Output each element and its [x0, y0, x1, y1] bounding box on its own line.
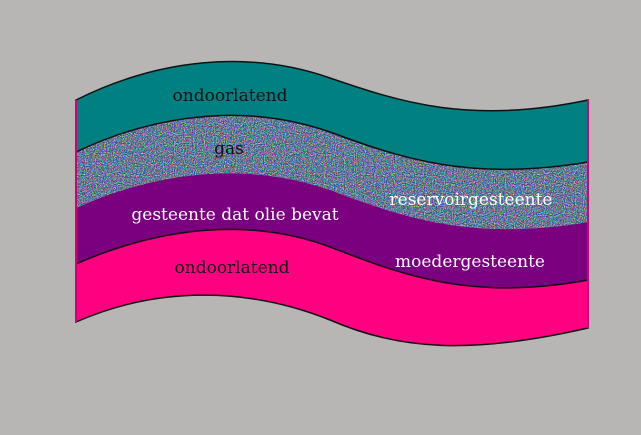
layer-gas-reservoir	[76, 113, 588, 230]
label-reservoir: reservoirgesteente	[390, 190, 553, 210]
label-top-seal: ondoorlatend	[173, 86, 288, 106]
label-gas: gas	[214, 139, 244, 159]
label-source-rock: moedergesteente	[395, 252, 545, 272]
label-oil-bearing: gesteente dat olie bevat	[131, 205, 338, 225]
label-bottom-seal: ondoorlatend	[175, 258, 290, 278]
